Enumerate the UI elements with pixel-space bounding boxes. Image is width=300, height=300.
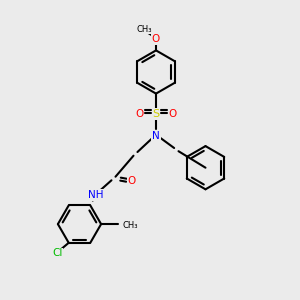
Text: NH: NH: [88, 190, 104, 200]
Text: O: O: [135, 109, 144, 119]
Text: CH₃: CH₃: [137, 25, 152, 34]
Text: O: O: [128, 176, 136, 186]
Text: Cl: Cl: [52, 248, 62, 258]
Text: O: O: [168, 109, 177, 119]
Text: S: S: [152, 109, 160, 119]
Text: O: O: [152, 34, 160, 44]
Text: N: N: [152, 131, 160, 141]
Text: CH₃: CH₃: [123, 220, 139, 230]
